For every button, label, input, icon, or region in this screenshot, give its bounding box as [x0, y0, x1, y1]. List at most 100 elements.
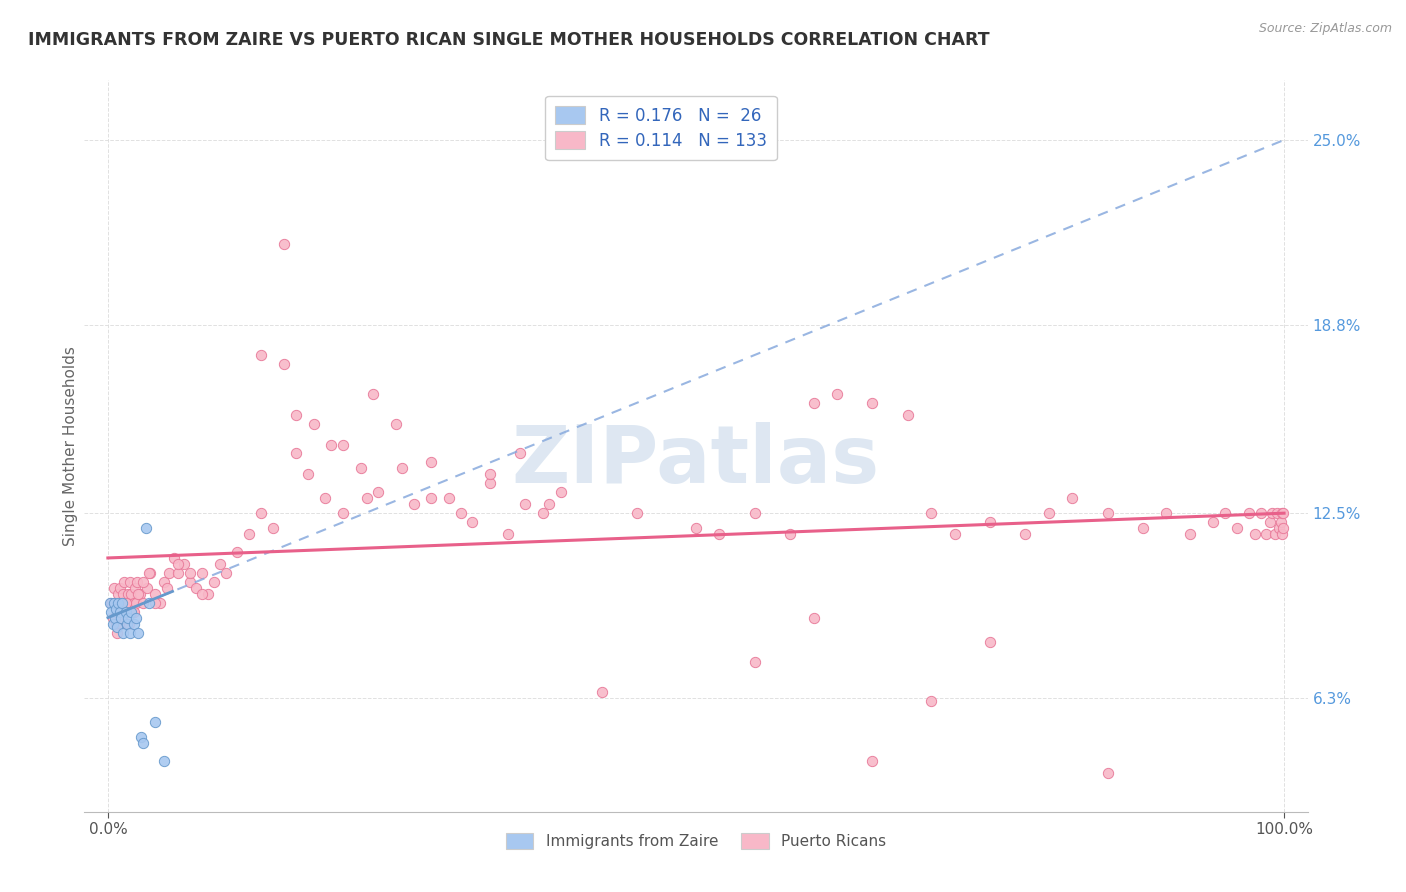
- Point: [163, 551, 186, 566]
- Point: [111, 605, 134, 619]
- Point: [118, 596, 141, 610]
- Point: [979, 634, 1001, 648]
- Point: [1243, 527, 1265, 541]
- Point: [191, 566, 214, 580]
- Point: [860, 395, 883, 409]
- Point: [143, 587, 166, 601]
- Point: [118, 616, 141, 631]
- Point: [214, 566, 236, 580]
- Point: [350, 461, 373, 475]
- Point: [104, 596, 127, 610]
- Point: [391, 461, 413, 475]
- Point: [202, 574, 225, 589]
- Point: [101, 610, 124, 624]
- Point: [285, 446, 308, 460]
- Point: [744, 656, 766, 670]
- Point: [1014, 527, 1036, 541]
- Text: IMMIGRANTS FROM ZAIRE VS PUERTO RICAN SINGLE MOTHER HOUSEHOLDS CORRELATION CHART: IMMIGRANTS FROM ZAIRE VS PUERTO RICAN SI…: [28, 31, 990, 49]
- Point: [367, 485, 389, 500]
- Point: [120, 625, 142, 640]
- Point: [111, 596, 134, 610]
- Point: [1213, 506, 1236, 520]
- Point: [515, 497, 537, 511]
- Point: [114, 605, 136, 619]
- Point: [104, 610, 127, 624]
- Point: [860, 754, 883, 768]
- Point: [779, 527, 801, 541]
- Point: [314, 491, 336, 506]
- Point: [437, 491, 460, 506]
- Point: [461, 515, 484, 529]
- Point: [1271, 506, 1294, 520]
- Point: [100, 605, 122, 619]
- Point: [156, 581, 179, 595]
- Point: [125, 596, 148, 610]
- Point: [285, 408, 308, 422]
- Point: [122, 605, 145, 619]
- Point: [1202, 515, 1225, 529]
- Point: [103, 596, 125, 610]
- Point: [1237, 506, 1260, 520]
- Point: [208, 557, 231, 571]
- Point: [139, 566, 162, 580]
- Point: [385, 417, 408, 431]
- Point: [103, 581, 125, 595]
- Point: [803, 610, 825, 624]
- Point: [105, 625, 128, 640]
- Point: [420, 491, 443, 506]
- Point: [262, 521, 284, 535]
- Point: [1038, 506, 1060, 520]
- Point: [105, 601, 128, 615]
- Point: [112, 587, 135, 601]
- Point: [273, 237, 295, 252]
- Point: [167, 557, 190, 571]
- Point: [226, 545, 249, 559]
- Point: [744, 506, 766, 520]
- Point: [1268, 521, 1291, 535]
- Point: [249, 348, 271, 362]
- Point: [321, 437, 343, 451]
- Point: [332, 437, 354, 451]
- Point: [153, 574, 176, 589]
- Point: [1270, 515, 1292, 529]
- Point: [1265, 506, 1288, 520]
- Y-axis label: Single Mother Households: Single Mother Households: [63, 346, 77, 546]
- Point: [197, 587, 219, 601]
- Point: [450, 506, 472, 520]
- Point: [249, 506, 271, 520]
- Point: [920, 694, 942, 708]
- Point: [979, 515, 1001, 529]
- Point: [153, 754, 176, 768]
- Point: [184, 581, 207, 595]
- Point: [1226, 521, 1249, 535]
- Point: [1062, 491, 1084, 506]
- Point: [157, 566, 180, 580]
- Point: [685, 521, 707, 535]
- Point: [1097, 765, 1119, 780]
- Point: [302, 417, 325, 431]
- Point: [167, 566, 190, 580]
- Point: [115, 616, 138, 631]
- Text: ZIPatlas: ZIPatlas: [512, 422, 880, 500]
- Point: [626, 506, 648, 520]
- Point: [117, 610, 139, 624]
- Point: [191, 587, 214, 601]
- Point: [1156, 506, 1178, 520]
- Point: [591, 685, 613, 699]
- Point: [122, 596, 145, 610]
- Point: [356, 491, 378, 506]
- Point: [149, 596, 172, 610]
- Point: [121, 605, 143, 619]
- Point: [179, 574, 201, 589]
- Point: [1097, 506, 1119, 520]
- Point: [1271, 527, 1294, 541]
- Point: [117, 587, 139, 601]
- Point: [132, 574, 155, 589]
- Point: [125, 610, 148, 624]
- Point: [132, 596, 155, 610]
- Point: [709, 527, 731, 541]
- Point: [108, 605, 131, 619]
- Point: [509, 446, 531, 460]
- Point: [132, 736, 155, 750]
- Point: [129, 730, 152, 744]
